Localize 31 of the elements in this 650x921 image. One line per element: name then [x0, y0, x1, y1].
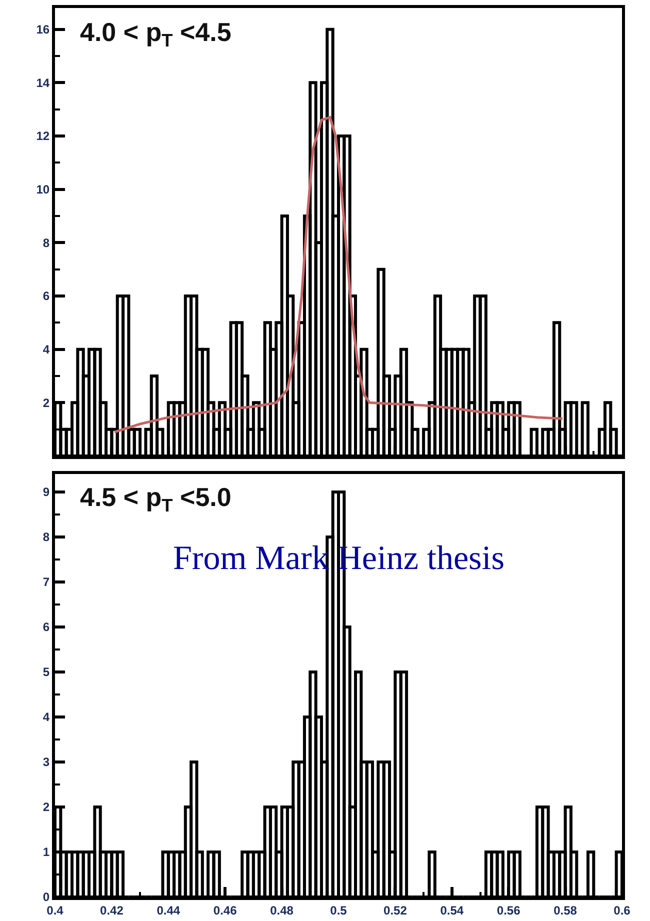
x-tick-label: 0.56 — [496, 903, 521, 918]
chart-title: 4.0 < p$_{T}$ <4.5 — [80, 17, 232, 50]
x-tick-label: 0.4 — [46, 903, 64, 918]
x-tick-label: 0.48 — [270, 903, 294, 918]
y-tick-label: 0 — [42, 890, 50, 904]
y-tick-label: 16 — [36, 22, 50, 37]
y-tick-label: 8 — [42, 530, 50, 544]
y-tick-label: 10 — [36, 182, 50, 197]
y-tick-label: 12 — [36, 129, 50, 144]
y-tick-label: 7 — [42, 575, 50, 590]
x-tick-label: 0.42 — [100, 903, 124, 918]
x-tick-label: 0.44 — [156, 903, 180, 918]
y-tick-label: 14 — [36, 76, 50, 90]
x-tick-label: 0.6 — [614, 903, 631, 918]
y-tick-label: 6 — [42, 620, 50, 634]
chart-title: 4.5 < p$_{T}$ <5.0 — [80, 482, 232, 516]
x-tick-label: 0.5 — [330, 903, 348, 918]
y-tick-label: 5 — [42, 665, 50, 680]
x-tick-label: 0.58 — [554, 903, 578, 918]
y-tick-label: 1 — [42, 845, 50, 860]
y-tick-label: 6 — [42, 289, 50, 304]
x-tick-label: 0.54 — [440, 903, 464, 918]
y-tick-label: 2 — [42, 800, 50, 814]
y-tick-label: 3 — [42, 755, 50, 770]
y-tick-label: 8 — [42, 236, 50, 250]
y-tick-label: 2 — [42, 396, 50, 410]
y-tick-label: 9 — [42, 485, 50, 500]
y-tick-label: 4 — [42, 710, 50, 724]
y-tick-label: 4 — [42, 342, 50, 357]
x-tick-label: 0.46 — [213, 903, 238, 918]
x-tick-label: 0.52 — [384, 903, 408, 918]
